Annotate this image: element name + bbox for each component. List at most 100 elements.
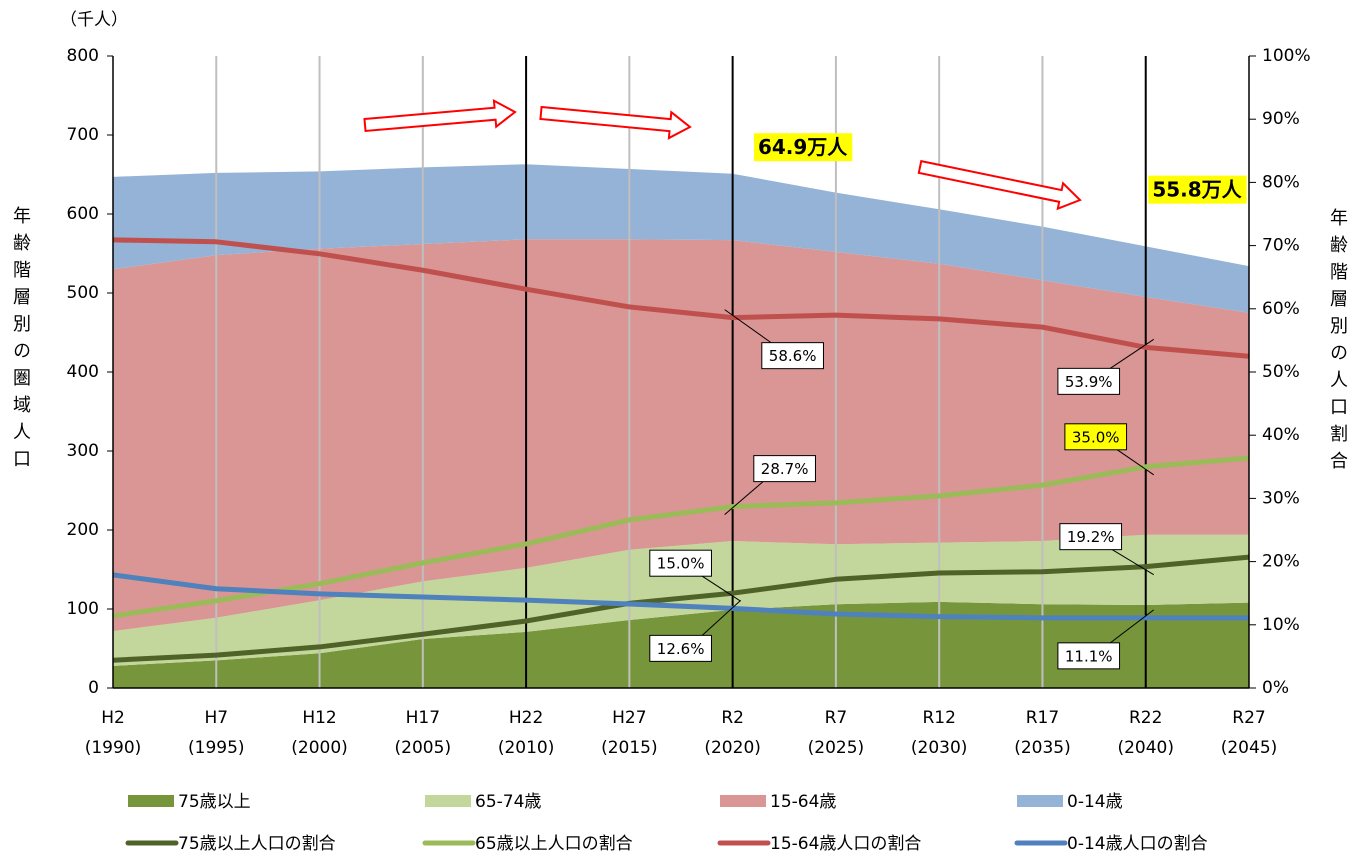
- legend-label: 0-14歳人口の割合: [1067, 834, 1208, 854]
- data-label-leader: [1110, 338, 1155, 369]
- legend-label: 15-64歳人口の割合: [770, 834, 921, 854]
- data-label-text: 19.2%: [1067, 528, 1115, 546]
- x-tick-sublabel: (2010): [498, 738, 555, 758]
- data-label: 11.1%: [1057, 609, 1155, 670]
- legend-swatch: [1017, 795, 1063, 807]
- trend-arrow: [363, 99, 517, 133]
- data-label-text: 11.1%: [1065, 647, 1113, 665]
- data-label-leader: [1117, 449, 1155, 476]
- legend-label: 65歳以上人口の割合: [475, 834, 633, 854]
- legend-swatch: [720, 795, 766, 807]
- y2-tick-label: 60%: [1262, 299, 1300, 319]
- data-label-leader: [1110, 609, 1155, 644]
- x-tick-sublabel: (2035): [1014, 738, 1071, 758]
- y-tick-label: 600: [67, 204, 99, 224]
- y2-tick-label: 0%: [1262, 678, 1289, 698]
- data-label: 15.0%: [649, 549, 741, 602]
- line: [112, 455, 1250, 619]
- x-tick-label: R17: [1026, 708, 1059, 728]
- annotation-box: [753, 133, 853, 162]
- legend-swatch: [425, 795, 471, 807]
- areas: [113, 164, 1249, 688]
- data-label-text: 58.6%: [769, 347, 817, 365]
- y2-tick-label: 80%: [1262, 172, 1300, 192]
- y-axis-label: 年齢階層別の圏域人口: [10, 206, 31, 476]
- data-label: 19.2%: [1059, 523, 1154, 576]
- y-tick-label: 300: [67, 441, 99, 461]
- x-tick-label: R7: [825, 708, 848, 728]
- data-label-box: [1057, 367, 1121, 395]
- x-tick-label: R22: [1129, 708, 1162, 728]
- data-label-text: 35.0%: [1072, 428, 1120, 446]
- data-label-text: 15.0%: [657, 555, 705, 573]
- x-tick-label: R2: [721, 708, 744, 728]
- x-tick-sublabel: (2045): [1221, 738, 1278, 758]
- y-tick-label: 800: [67, 46, 99, 66]
- legend-label: 75歳以上: [178, 792, 251, 812]
- data-label: 53.9%: [1057, 338, 1155, 395]
- area: [113, 164, 1249, 313]
- data-label-leader: [701, 599, 741, 636]
- annotation-box: [1148, 175, 1247, 204]
- y-tick-label: 400: [67, 362, 99, 382]
- trend-arrow: [539, 105, 692, 140]
- annotation: 64.9万人: [758, 135, 848, 159]
- data-label-text: 28.7%: [761, 460, 809, 478]
- legend-label: 75歳以上人口の割合: [178, 834, 336, 854]
- x-tick-sublabel: (2025): [808, 738, 865, 758]
- data-label-text: 12.6%: [657, 640, 705, 658]
- x-tick-label: H22: [509, 708, 543, 728]
- y-tick-label: 0: [88, 678, 99, 698]
- x-tick-label: H17: [406, 708, 440, 728]
- data-label-leader: [701, 575, 741, 602]
- data-label: 28.7%: [724, 455, 816, 515]
- lines: [112, 237, 1250, 663]
- y-tick-label: 200: [67, 520, 99, 540]
- line: [112, 554, 1250, 663]
- data-label-box: [649, 549, 712, 577]
- y2-tick-label: 90%: [1262, 109, 1300, 129]
- y-tick-label: 100: [67, 599, 99, 619]
- legend-label: 65-74歳: [475, 792, 541, 812]
- x-tick-label: R27: [1232, 708, 1265, 728]
- x-tick-sublabel: (2015): [601, 738, 658, 758]
- line: [112, 237, 1250, 359]
- y-tick-label: 500: [67, 283, 99, 303]
- x-tick-label: H27: [612, 708, 646, 728]
- legend-label: 0-14歳: [1067, 792, 1123, 812]
- data-label-box: [1059, 523, 1123, 551]
- x-tick-label: R12: [922, 708, 955, 728]
- grid: [215, 56, 1147, 688]
- overlay: 0 100 200 300 400 500 600 700 800 0% 10% 20% 30% 40% 5…: [67, 46, 1311, 854]
- data-label-box: [1064, 423, 1128, 451]
- data-label-box: [649, 634, 712, 662]
- y2-tick-label: 70%: [1262, 236, 1300, 256]
- annotation: 55.8万人: [1152, 178, 1242, 202]
- y2-tick-label: 100%: [1262, 46, 1311, 66]
- legend-swatch: [128, 795, 174, 807]
- data-label-leader: [724, 481, 764, 515]
- x-tick-sublabel: (2040): [1117, 738, 1174, 758]
- data-label-box: [1057, 642, 1121, 670]
- x-tick-sublabel: (2020): [704, 738, 761, 758]
- data-label-box: [753, 455, 816, 483]
- y2-tick-label: 10%: [1262, 615, 1300, 635]
- y2-axis-label: 年齢階層別の人口割合: [1327, 208, 1348, 478]
- x-tick-sublabel: (1990): [85, 738, 142, 758]
- data-label: 12.6%: [649, 599, 741, 662]
- y2-tick-label: 50%: [1262, 362, 1300, 382]
- data-label: 35.0%: [1064, 423, 1155, 476]
- line: [112, 572, 1249, 621]
- x-tick-label: H7: [204, 708, 228, 728]
- data-label-leader: [1112, 549, 1154, 576]
- y2-tick-label: 40%: [1262, 425, 1300, 445]
- x-tick-sublabel: (2005): [395, 738, 452, 758]
- legend-label: 15-64歳: [770, 792, 836, 812]
- data-label: 58.6%: [724, 309, 824, 370]
- trend-arrow: [917, 159, 1082, 211]
- area: [113, 239, 1249, 632]
- data-label-leader: [724, 309, 772, 344]
- x-tick-sublabel: (2000): [291, 738, 348, 758]
- y2-tick-label: 20%: [1262, 552, 1300, 572]
